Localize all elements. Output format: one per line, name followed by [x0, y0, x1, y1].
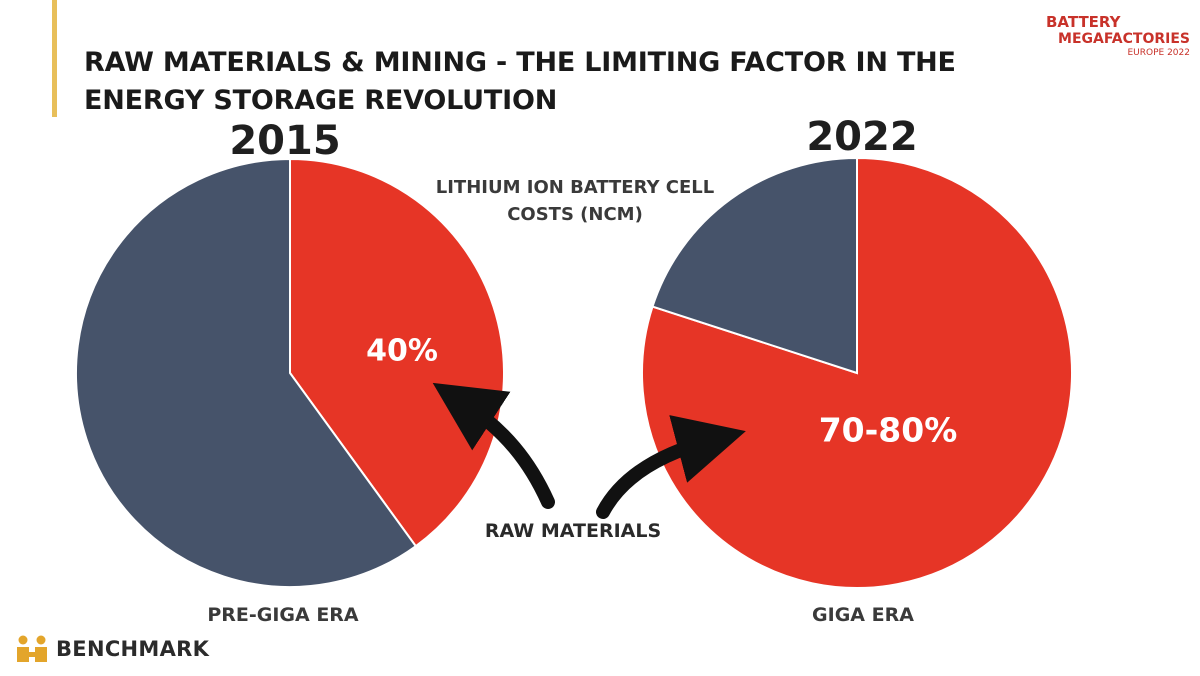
year-2022: 2022	[806, 114, 918, 160]
event-logo-line3: EUROPE 2022	[1127, 48, 1191, 58]
pie-slice-2015-1	[75, 157, 418, 588]
pie-2022: 70-80%	[641, 156, 1073, 589]
pie-label-2022: 70-80%	[819, 411, 958, 450]
pie-label-2015: 40%	[366, 334, 438, 369]
event-logo: BATTERY MEGAFACTORIES EUROPE 2022	[1030, 14, 1190, 59]
benchmark-mark-icon	[17, 635, 47, 662]
raw-materials-label: RAW MATERIALS	[484, 520, 662, 542]
benchmark-logo: BENCHMARK	[14, 634, 209, 664]
page-title: RAW MATERIALS & MINING - THE LIMITING FA…	[84, 47, 956, 116]
year-2015: 2015	[229, 118, 341, 164]
arrow-right	[596, 415, 746, 519]
accent-bar	[52, 0, 57, 117]
caption-giga: GIGA ERA	[812, 604, 914, 626]
chart-subtitle: LITHIUM ION BATTERY CELL COSTS (NCM)	[435, 177, 715, 225]
arrow-left	[432, 382, 555, 509]
pie-2015: 40%	[75, 157, 505, 588]
caption-pre-giga: PRE-GIGA ERA	[207, 604, 359, 626]
event-logo-line2: MEGAFACTORIES	[1058, 31, 1190, 47]
pie-slice-2022-1	[651, 156, 858, 375]
event-logo-line1: BATTERY	[1046, 13, 1121, 31]
brand-name: BENCHMARK	[56, 637, 210, 661]
